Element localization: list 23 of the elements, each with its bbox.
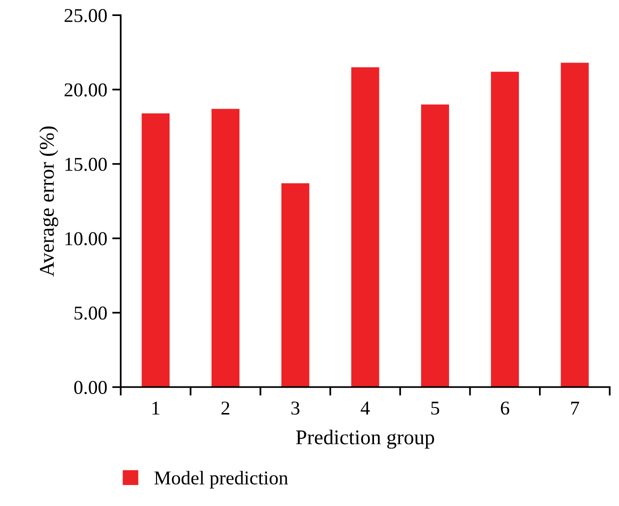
x-tick-label: 5 bbox=[431, 402, 440, 415]
x-tick-label: 1 bbox=[152, 402, 160, 414]
x-axis-title: Prediction group bbox=[296, 430, 434, 449]
legend-label: Model prediction bbox=[154, 470, 288, 488]
bar bbox=[281, 183, 310, 388]
y-tick-label: 20.00 bbox=[64, 83, 107, 97]
x-tick-label: 4 bbox=[360, 402, 370, 414]
x-tick-label: 7 bbox=[571, 402, 580, 414]
bar bbox=[421, 104, 450, 388]
bar bbox=[142, 113, 170, 388]
bar bbox=[560, 62, 589, 388]
y-tick-label: 10.00 bbox=[65, 232, 107, 246]
y-tick-label: 15.00 bbox=[65, 158, 107, 171]
bar bbox=[351, 67, 380, 388]
bar bbox=[490, 72, 519, 388]
bar bbox=[212, 108, 240, 388]
x-tick-label: 6 bbox=[500, 402, 510, 415]
x-tick-label: 2 bbox=[221, 402, 230, 414]
y-tick-label: 5.00 bbox=[74, 306, 107, 320]
x-tick-label: 3 bbox=[291, 402, 300, 415]
y-tick-label: 0.00 bbox=[74, 380, 107, 394]
y-axis-title: Average error (%) bbox=[39, 126, 58, 276]
y-tick-label: 25.00 bbox=[64, 8, 107, 22]
